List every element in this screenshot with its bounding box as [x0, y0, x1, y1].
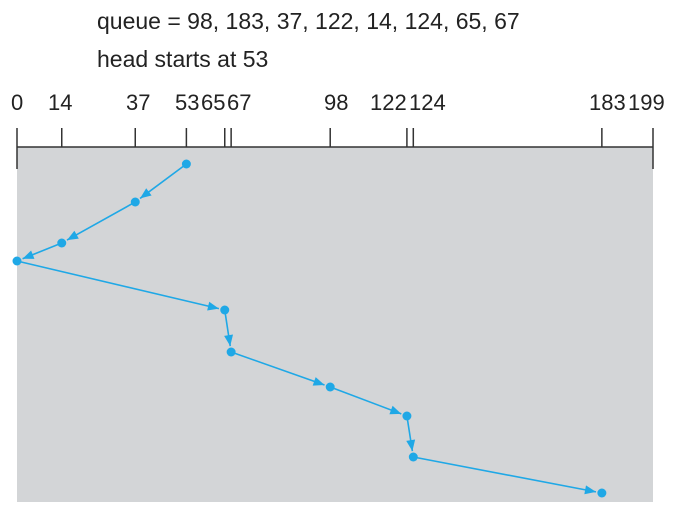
path-segment [329, 386, 402, 415]
tick-label: 37 [126, 90, 150, 115]
arrowhead [312, 377, 325, 386]
request-point [130, 197, 140, 207]
arrowhead [207, 301, 219, 311]
tick-label: 183 [589, 90, 626, 115]
arrowhead [140, 188, 152, 199]
arrowhead [66, 230, 79, 241]
path-segment [230, 351, 325, 386]
arrowhead [22, 250, 35, 259]
arrowhead [389, 405, 402, 415]
request-point [181, 159, 191, 169]
tick-label: 122 [370, 90, 407, 115]
tick-label: 65 [201, 90, 225, 115]
tick-label: 124 [409, 90, 446, 115]
arrowhead [584, 485, 596, 495]
request-point [12, 256, 22, 266]
queue-caption: queue = 98, 183, 37, 122, 14, 124, 65, 6… [97, 8, 520, 34]
tick-label: 14 [48, 90, 72, 115]
request-point [597, 488, 607, 498]
request-point [57, 238, 67, 248]
tick-label: 98 [324, 90, 348, 115]
arrowhead [406, 439, 416, 452]
request-point [402, 411, 412, 421]
path-segment [16, 260, 220, 310]
head-caption: head starts at 53 [97, 46, 269, 72]
tick-label: 199 [628, 90, 665, 115]
request-point [220, 305, 230, 315]
request-point [226, 347, 236, 357]
tick-label: 0 [11, 90, 23, 115]
tick-label: 53 [175, 90, 199, 115]
request-point [325, 382, 335, 392]
path-segment [413, 456, 597, 493]
tick-label: 67 [227, 90, 251, 115]
plot-background [17, 147, 653, 502]
path-segment [66, 201, 136, 241]
request-point [408, 452, 418, 462]
arrowhead [224, 334, 234, 347]
